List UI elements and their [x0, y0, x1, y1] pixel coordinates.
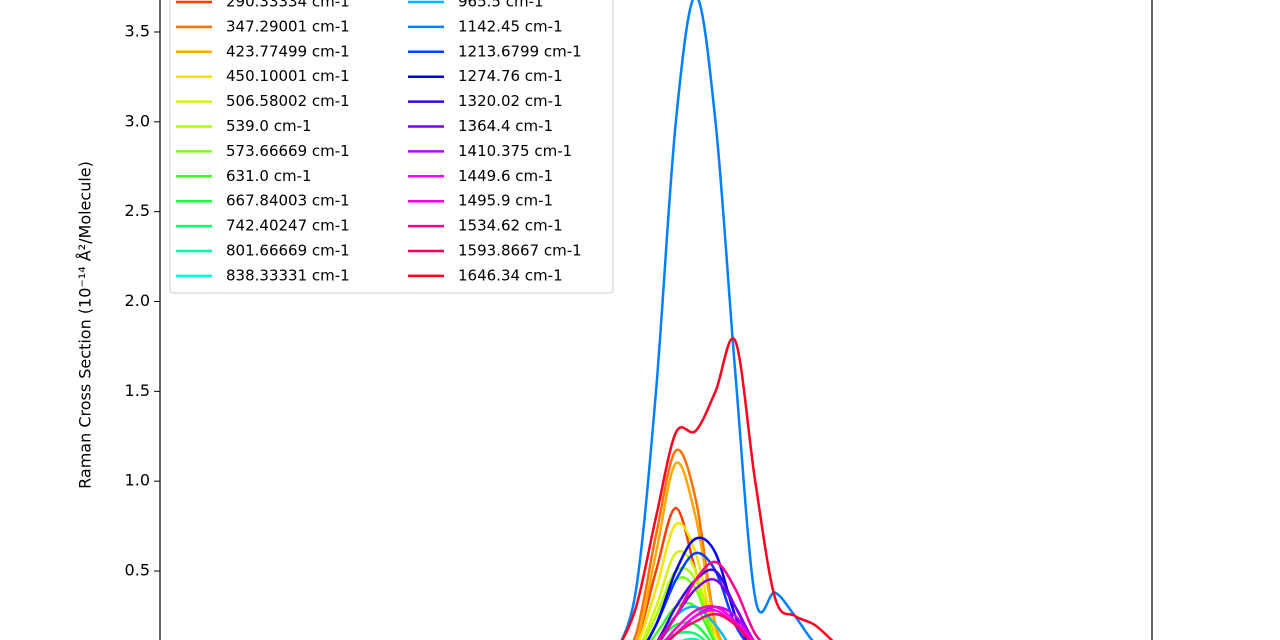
legend-label: 1410.375 cm-1	[458, 142, 572, 160]
legend-label: 742.40247 cm-1	[226, 217, 350, 235]
series-line	[667, 605, 755, 640]
series-line	[637, 521, 720, 640]
legend-label: 631.0 cm-1	[226, 167, 312, 185]
series-line	[621, 337, 834, 640]
legend-label: 450.10001 cm-1	[226, 67, 350, 85]
y-tick-label: 2.0	[125, 291, 150, 310]
legend-label: 573.66669 cm-1	[226, 142, 350, 160]
legend-label: 838.33331 cm-1	[226, 266, 350, 284]
legend-label: 1495.9 cm-1	[458, 192, 553, 210]
series-line	[646, 536, 749, 640]
series-line	[656, 560, 762, 640]
legend-label: 539.0 cm-1	[226, 117, 312, 135]
legend-label: 423.77499 cm-1	[226, 42, 350, 60]
y-axis-label: Raman Cross Section (10⁻¹⁴ Å²/Molecule)	[76, 161, 95, 489]
legend-label: 1364.4 cm-1	[458, 117, 553, 135]
legend-label: 1274.76 cm-1	[458, 67, 563, 85]
legend-label: 1142.45 cm-1	[458, 17, 563, 35]
legend-label: 290.33334 cm-1	[226, 0, 350, 11]
series-line	[635, 506, 721, 640]
y-tick-label: 1.5	[125, 381, 150, 400]
y-tick-label: 0.5	[125, 561, 150, 580]
series-line	[656, 568, 755, 640]
legend-label: 801.66669 cm-1	[226, 242, 350, 260]
series-line	[667, 612, 751, 640]
series-line	[643, 566, 716, 640]
series-line	[641, 549, 716, 640]
legend-label: 1213.6799 cm-1	[458, 42, 582, 60]
series-line	[667, 608, 751, 640]
y-tick-label: 2.5	[125, 201, 150, 220]
series-line	[620, 0, 814, 640]
plot-area	[620, 0, 834, 640]
series-line	[649, 601, 716, 640]
y-tick-label: 3.5	[125, 21, 150, 40]
legend-box	[169, 0, 614, 294]
y-tick-label: 1.0	[125, 471, 150, 490]
legend: 290.33334 cm-1 347.29001 cm-1 423.77499 cm…	[169, 0, 614, 294]
series-line	[664, 604, 755, 640]
series-line	[656, 605, 728, 640]
legend-label: 1534.62 cm-1	[458, 217, 563, 235]
legend-label: 1593.8667 cm-1	[458, 242, 582, 260]
legend-label: 506.58002 cm-1	[226, 92, 350, 110]
legend-label: 347.29001 cm-1	[226, 17, 350, 35]
legend-label: 1646.34 cm-1	[458, 266, 563, 284]
series-line	[659, 578, 755, 640]
y-tick-label: 3.0	[125, 111, 150, 130]
legend-label: 1449.6 cm-1	[458, 167, 553, 185]
legend-label: 1320.02 cm-1	[458, 92, 563, 110]
legend-label: 667.84003 cm-1	[226, 192, 350, 210]
legend-label: 965.5 cm-1	[458, 0, 544, 11]
